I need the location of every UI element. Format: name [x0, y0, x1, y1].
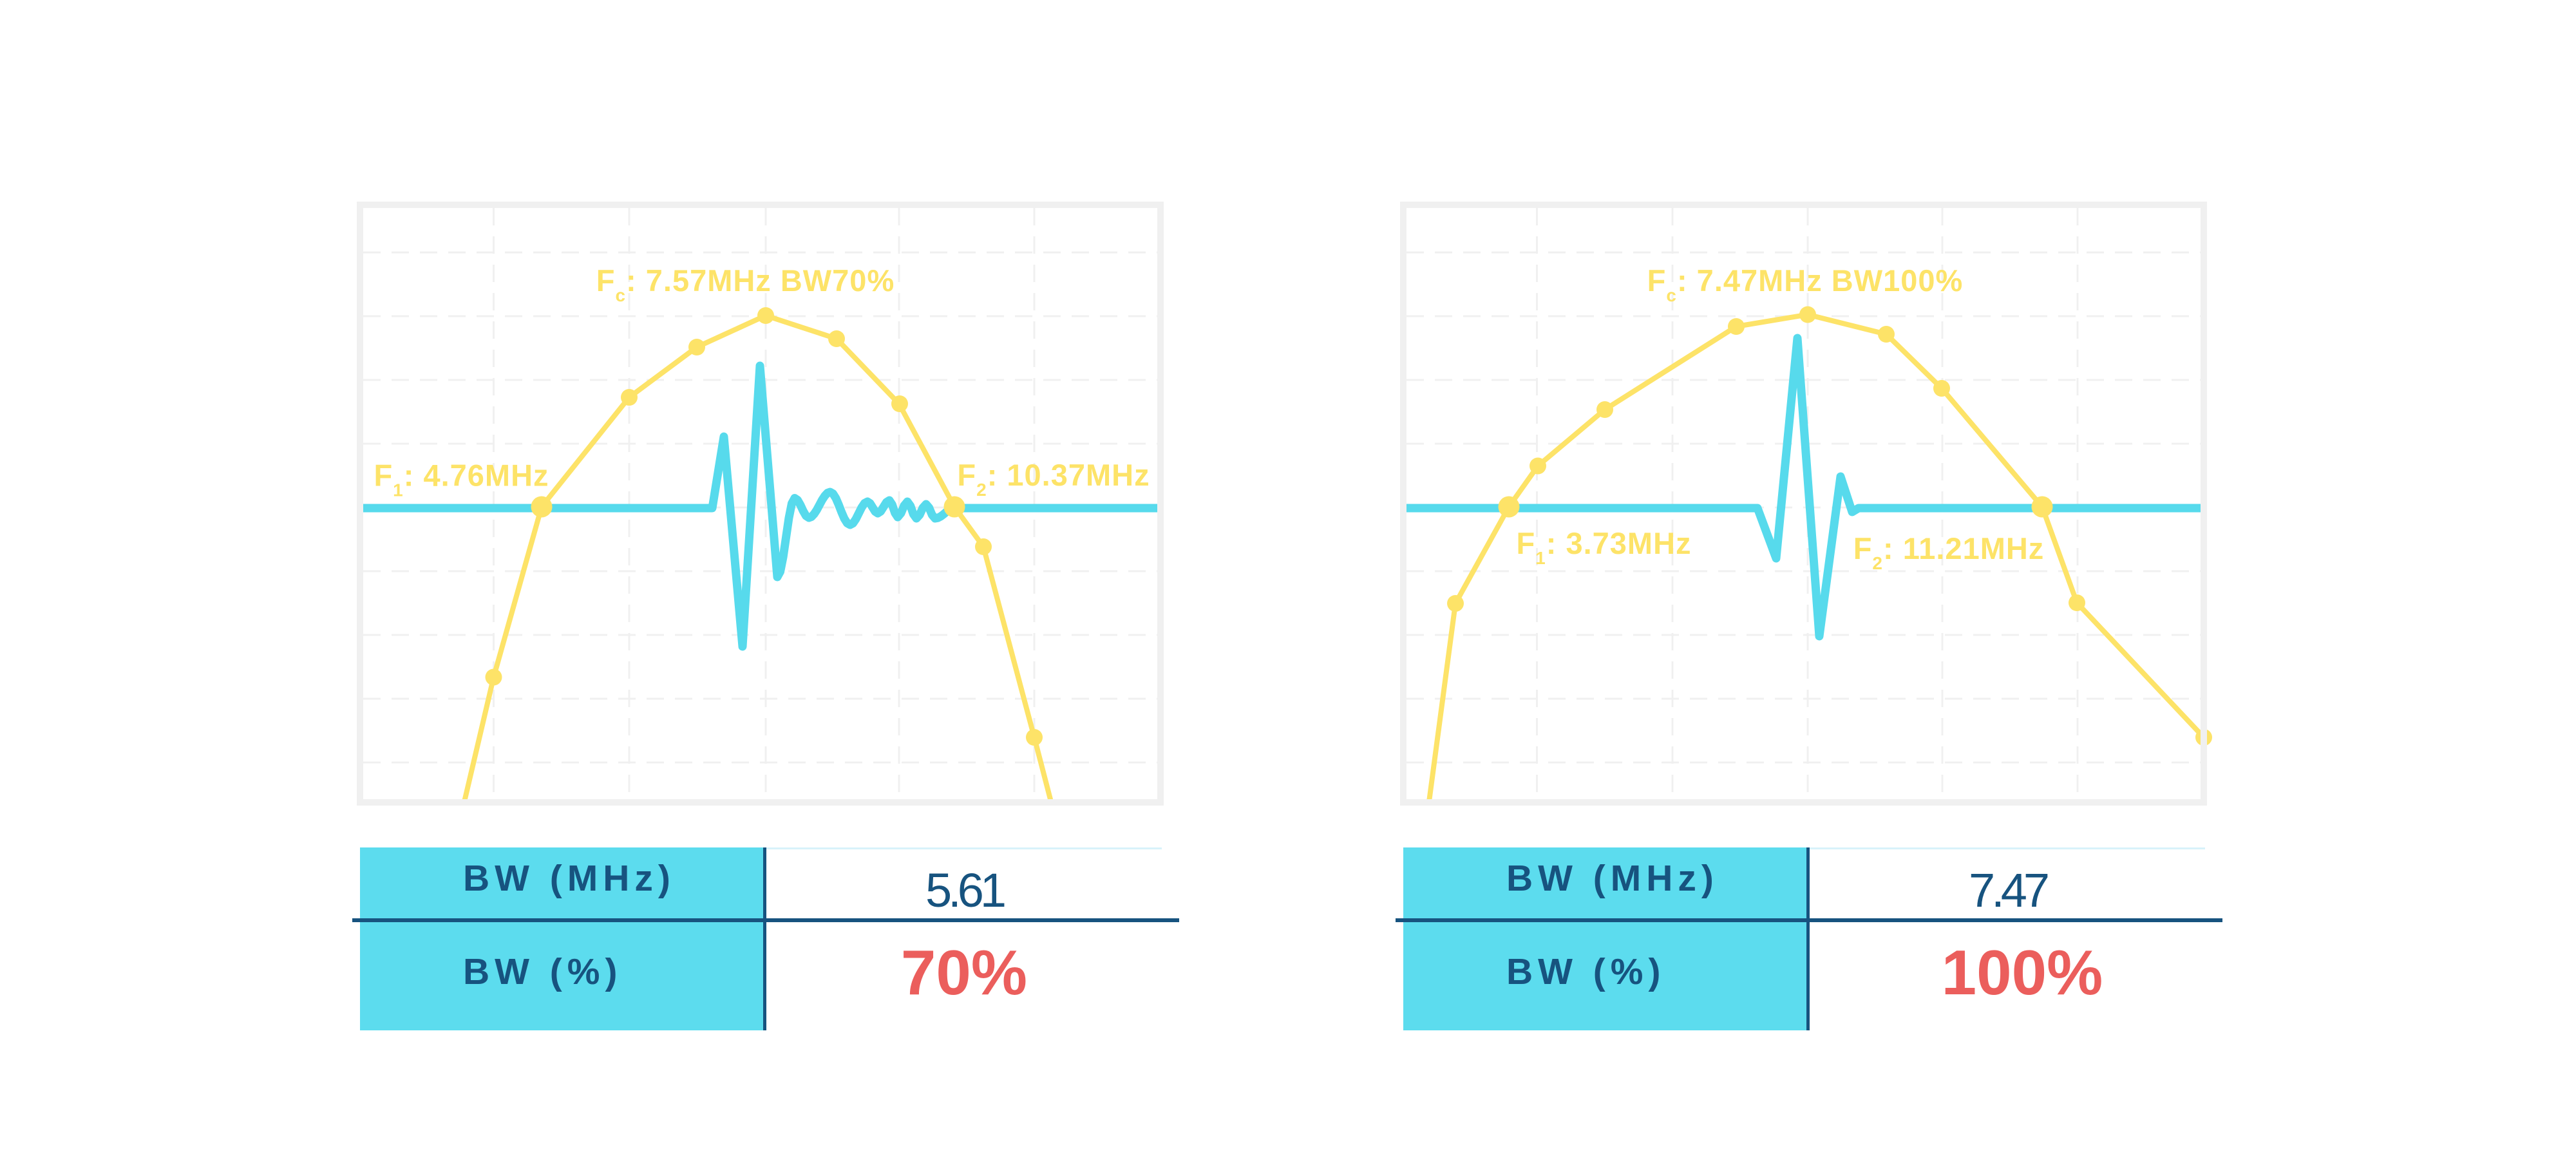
svg-text:Fc: 7.47MHz BW100%: Fc: 7.47MHz BW100% [1647, 263, 1964, 305]
svg-text:BW (MHz): BW (MHz) [1506, 858, 1719, 899]
svg-text:F2: 11.21MHz: F2: 11.21MHz [1853, 531, 2045, 573]
svg-text:Fc: 7.57MHz BW70%: Fc: 7.57MHz BW70% [596, 263, 895, 305]
svg-text:F1: 4.76MHz: F1: 4.76MHz [374, 459, 549, 500]
svg-text:70%: 70% [901, 937, 1027, 1008]
svg-text:5.61: 5.61 [925, 864, 1005, 917]
svg-text:100%: 100% [1942, 937, 2103, 1008]
svg-text:BW (%): BW (%) [463, 951, 622, 992]
svg-text:7.47: 7.47 [1969, 864, 2048, 917]
svg-text:BW (MHz): BW (MHz) [463, 858, 676, 899]
svg-text:F1: 3.73MHz: F1: 3.73MHz [1516, 526, 1691, 568]
svg-text:BW (%): BW (%) [1506, 951, 1665, 992]
svg-text:F2: 10.37MHz: F2: 10.37MHz [957, 458, 1150, 500]
